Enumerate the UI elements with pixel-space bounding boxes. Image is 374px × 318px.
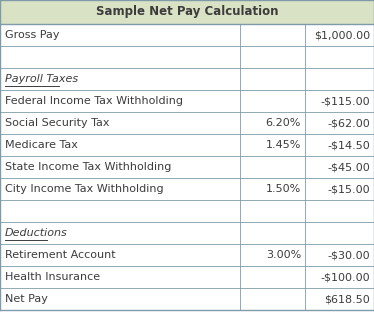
Text: 1.50%: 1.50% bbox=[266, 184, 301, 194]
Text: Gross Pay: Gross Pay bbox=[5, 30, 59, 40]
Text: -$62.00: -$62.00 bbox=[327, 118, 370, 128]
Text: Retirement Account: Retirement Account bbox=[5, 250, 116, 260]
Text: $618.50: $618.50 bbox=[324, 294, 370, 304]
Text: Federal Income Tax Withholding: Federal Income Tax Withholding bbox=[5, 96, 183, 106]
Text: Social Security Tax: Social Security Tax bbox=[5, 118, 110, 128]
Text: 3.00%: 3.00% bbox=[266, 250, 301, 260]
Text: -$30.00: -$30.00 bbox=[327, 250, 370, 260]
Text: 1.45%: 1.45% bbox=[266, 140, 301, 150]
Text: Net Pay: Net Pay bbox=[5, 294, 48, 304]
Text: -$45.00: -$45.00 bbox=[327, 162, 370, 172]
Text: -$100.00: -$100.00 bbox=[321, 272, 370, 282]
Text: Medicare Tax: Medicare Tax bbox=[5, 140, 78, 150]
Text: -$14.50: -$14.50 bbox=[327, 140, 370, 150]
Text: Payroll Taxes: Payroll Taxes bbox=[5, 74, 78, 84]
Text: Sample Net Pay Calculation: Sample Net Pay Calculation bbox=[96, 5, 278, 18]
Text: State Income Tax Withholding: State Income Tax Withholding bbox=[5, 162, 171, 172]
Bar bbox=[0, 0, 374, 24]
Text: City Income Tax Withholding: City Income Tax Withholding bbox=[5, 184, 164, 194]
Text: Deductions: Deductions bbox=[5, 228, 68, 238]
Text: -$115.00: -$115.00 bbox=[321, 96, 370, 106]
Text: $1,000.00: $1,000.00 bbox=[314, 30, 370, 40]
Text: Health Insurance: Health Insurance bbox=[5, 272, 100, 282]
Text: 6.20%: 6.20% bbox=[266, 118, 301, 128]
Text: -$15.00: -$15.00 bbox=[327, 184, 370, 194]
